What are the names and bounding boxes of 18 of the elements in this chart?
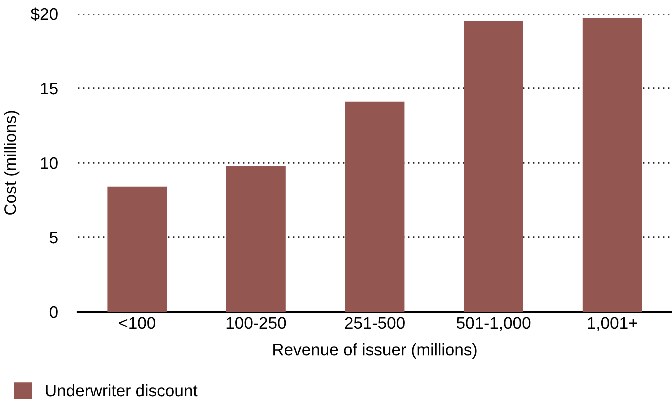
bar [582, 18, 642, 312]
bar [464, 21, 524, 312]
y-tick-label: 15 [41, 83, 58, 95]
legend-label: Underwriter discount [46, 384, 198, 397]
y-tick-label: $20 [30, 8, 58, 22]
x-tick-label: 100-250 [226, 317, 286, 330]
y-tick-label: 5 [50, 232, 58, 244]
x-tick-label: 1,001+ [588, 317, 638, 332]
x-tick-label: <100 [119, 317, 156, 330]
x-tick-label: 501-1,000 [456, 317, 531, 332]
y-tick-label: 0 [50, 306, 58, 318]
x-tick-label: 251-500 [345, 317, 405, 330]
bar [226, 166, 286, 312]
bar [345, 102, 405, 312]
y-tick-label: 10 [41, 157, 58, 170]
bar [108, 186, 168, 312]
y-axis-title: Cost (millions) [4, 111, 20, 215]
x-axis-title: Revenue of issuer (millions) [274, 344, 477, 360]
